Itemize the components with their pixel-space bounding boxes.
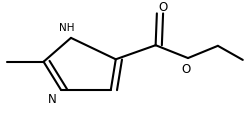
- Text: N: N: [48, 93, 57, 106]
- Text: O: O: [158, 1, 168, 14]
- Text: O: O: [181, 63, 190, 76]
- Text: NH: NH: [60, 23, 75, 33]
